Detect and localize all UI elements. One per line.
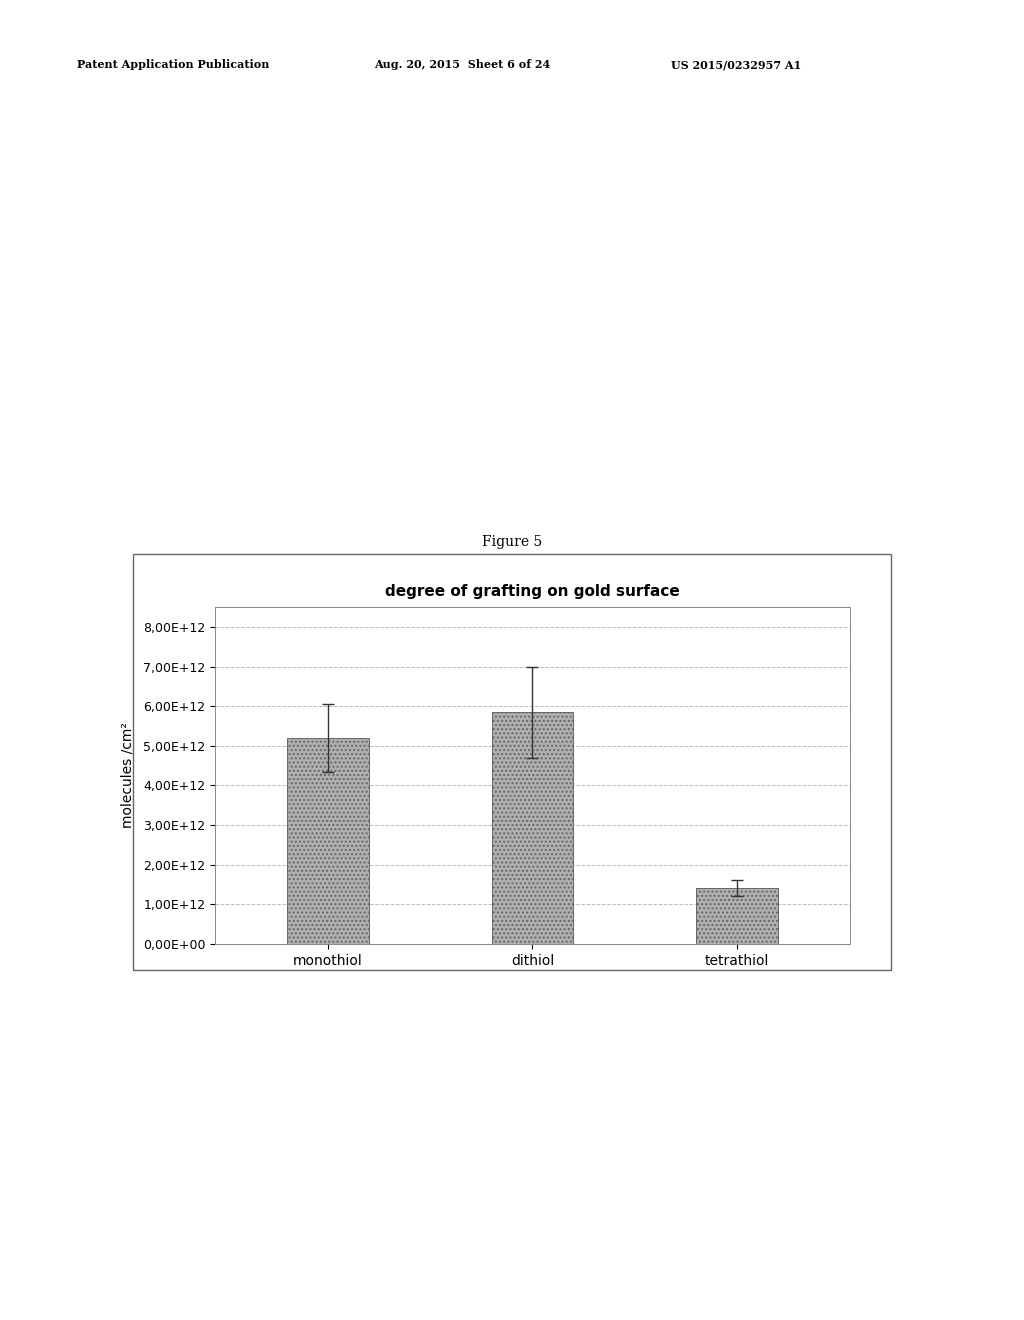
- Text: Figure 5: Figure 5: [482, 535, 542, 549]
- Text: Aug. 20, 2015  Sheet 6 of 24: Aug. 20, 2015 Sheet 6 of 24: [374, 59, 550, 70]
- Y-axis label: molecules /cm²: molecules /cm²: [121, 722, 134, 829]
- Bar: [287, 738, 369, 944]
- Bar: [696, 888, 778, 944]
- Text: US 2015/0232957 A1: US 2015/0232957 A1: [671, 59, 801, 70]
- Text: Patent Application Publication: Patent Application Publication: [77, 59, 269, 70]
- Title: degree of grafting on gold surface: degree of grafting on gold surface: [385, 583, 680, 599]
- Bar: [492, 713, 573, 944]
